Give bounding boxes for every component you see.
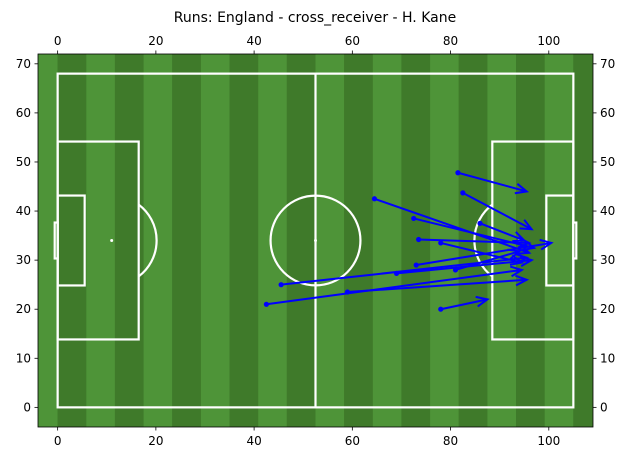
x-tick-label-top: 40 bbox=[246, 34, 261, 48]
run-arrow bbox=[438, 295, 490, 312]
run-start-point bbox=[477, 220, 483, 226]
run-line bbox=[455, 250, 520, 271]
run-line bbox=[374, 197, 530, 254]
x-tick-label-bottom: 40 bbox=[246, 434, 261, 448]
run-line bbox=[479, 222, 525, 242]
y-tick-label-right: 10 bbox=[600, 351, 615, 365]
run-start-point bbox=[344, 289, 351, 295]
grass-stripe bbox=[229, 54, 259, 427]
x-tick-label-bottom: 60 bbox=[345, 434, 360, 448]
chart-title: Runs: England - cross_receiver - H. Kane bbox=[174, 10, 456, 26]
grass-stripe bbox=[344, 54, 373, 427]
grass-stripe bbox=[143, 54, 173, 427]
run-start-point bbox=[411, 215, 417, 222]
y-tick-label-right: 30 bbox=[600, 253, 615, 267]
pitch-markings bbox=[53, 72, 578, 409]
run-arrowhead bbox=[509, 265, 525, 278]
y-tick-label-right: 40 bbox=[600, 204, 615, 218]
run-arrowhead bbox=[519, 219, 534, 231]
run-arrow bbox=[344, 274, 530, 295]
y-tick-label-left: 10 bbox=[16, 351, 31, 365]
y-tick-label-left: 70 bbox=[16, 57, 31, 71]
x-tick-label-bottom: 0 bbox=[54, 434, 62, 448]
run-line bbox=[418, 238, 530, 244]
run-start-point bbox=[416, 236, 422, 243]
y-tick-label-right: 70 bbox=[600, 57, 615, 71]
run-line bbox=[416, 241, 552, 267]
centre-spot bbox=[314, 239, 317, 242]
left-penalty-spot bbox=[110, 239, 114, 242]
run-arrowhead bbox=[475, 295, 490, 308]
run-arrowhead bbox=[509, 254, 525, 266]
run-arrow bbox=[416, 236, 532, 249]
grass-stripe bbox=[38, 54, 58, 427]
run-arrowhead bbox=[539, 238, 554, 251]
run-line bbox=[266, 268, 522, 306]
grass-stripe bbox=[172, 54, 201, 427]
y-tick-label-right: 20 bbox=[600, 302, 615, 316]
grass-stripe bbox=[86, 54, 115, 427]
run-arrowhead bbox=[507, 248, 522, 260]
run-start-point bbox=[263, 301, 269, 307]
x-tick-label-top: 20 bbox=[148, 34, 163, 48]
centre-circle bbox=[269, 194, 362, 287]
axes: 0 0 20 20 40 40 60 60 80 80 100 100 0 0 10 10 20 20 30 30 40… bbox=[16, 34, 616, 448]
grass-stripe bbox=[544, 54, 574, 427]
run-arrow bbox=[278, 253, 530, 288]
y-tick-label-left: 0 bbox=[23, 400, 31, 414]
run-start-point bbox=[460, 190, 466, 196]
run-arrow bbox=[263, 265, 525, 307]
run-line bbox=[457, 171, 527, 193]
runs-layer bbox=[263, 170, 554, 312]
y-tick-label-right: 50 bbox=[600, 155, 615, 169]
run-arrowhead bbox=[515, 274, 530, 287]
grass-stripe bbox=[573, 54, 593, 427]
run-start-point bbox=[371, 196, 378, 202]
left-goal bbox=[53, 221, 59, 260]
y-tick-label-left: 60 bbox=[16, 106, 31, 120]
run-line bbox=[281, 256, 527, 286]
run-arrow bbox=[413, 238, 554, 268]
run-line bbox=[462, 192, 533, 231]
run-arrowhead bbox=[514, 183, 530, 195]
run-line bbox=[347, 278, 527, 294]
grass-stripe bbox=[286, 54, 316, 427]
x-tick-label-top: 60 bbox=[345, 34, 360, 48]
run-line bbox=[440, 298, 488, 311]
x-tick-label-bottom: 20 bbox=[148, 434, 163, 448]
x-tick-label-top: 0 bbox=[54, 34, 62, 48]
run-start-point bbox=[452, 267, 459, 273]
run-start-point bbox=[278, 282, 284, 288]
x-tick-label-bottom: 100 bbox=[537, 434, 560, 448]
y-tick-label-left: 30 bbox=[16, 253, 31, 267]
grass-stripe bbox=[372, 54, 402, 427]
y-tick-label-left: 50 bbox=[16, 155, 31, 169]
y-tick-label-left: 20 bbox=[16, 302, 31, 316]
run-start-point bbox=[438, 306, 444, 312]
grass-stripe bbox=[258, 54, 287, 427]
y-tick-label-right: 60 bbox=[600, 106, 615, 120]
run-start-point bbox=[413, 262, 419, 268]
run-start-point bbox=[455, 170, 461, 176]
right-goal bbox=[572, 221, 578, 260]
y-tick-label-left: 40 bbox=[16, 204, 31, 218]
y-tick-label-right: 0 bbox=[600, 400, 608, 414]
run-arrow bbox=[455, 170, 530, 195]
x-tick-label-top: 80 bbox=[443, 34, 458, 48]
grass-stripe bbox=[57, 54, 87, 427]
run-arrowhead bbox=[517, 236, 532, 249]
x-tick-label-bottom: 80 bbox=[443, 434, 458, 448]
run-start-point bbox=[438, 240, 444, 246]
grass-stripe bbox=[200, 54, 230, 427]
x-tick-label-top: 100 bbox=[537, 34, 560, 48]
run-arrow bbox=[460, 190, 534, 231]
left-penalty-arc bbox=[138, 203, 158, 278]
plot-frame bbox=[37, 53, 594, 428]
run-arrowhead bbox=[514, 253, 530, 265]
run-arrow bbox=[452, 248, 522, 273]
grass-stripe bbox=[315, 54, 345, 427]
